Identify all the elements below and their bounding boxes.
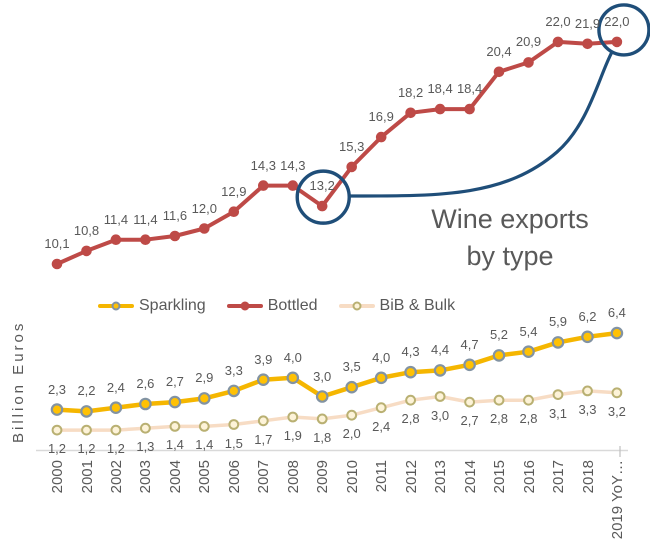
bib-bulk-point-2003 [140, 422, 151, 434]
bib-bulk-point-2014 [464, 396, 476, 408]
bib-bulk-point-2007 [257, 415, 269, 427]
sparkling-point-2015 [492, 349, 506, 362]
bib-bulk-point-2016 [523, 394, 534, 406]
bottled-point-2008 [287, 180, 299, 191]
sparkling-point-2014 [463, 358, 476, 372]
bib-bulk-point-2013 [434, 391, 446, 402]
bottled-point-2005 [199, 223, 210, 234]
bib-bulk-point-2001 [81, 424, 92, 436]
sparkling-point-2010 [345, 380, 358, 394]
bib-bulk-point-2012 [405, 394, 417, 406]
bottled-point-2002 [110, 234, 122, 245]
legend-label-bottled: Bottled [267, 297, 318, 314]
sparkling-point-2013 [433, 364, 447, 377]
bottled-line-swatch-icon [226, 301, 263, 311]
bib-bulk-line-swatch-icon [338, 301, 375, 311]
bottled-point-2012 [405, 107, 416, 119]
bib-bulk-point-2002 [110, 424, 122, 436]
sparkling-point-2004 [168, 395, 182, 409]
sparkling-point-2017 [551, 336, 565, 349]
bib-bulk-point-2011 [375, 402, 387, 414]
bottled-point-2016 [523, 57, 534, 68]
bib-bulk-point-2000 [51, 424, 63, 436]
sparkling-point-2009 [315, 390, 329, 403]
sparkling-point-2018 [581, 330, 594, 344]
sparkling-point-2003 [139, 397, 152, 411]
sparkling-point-2002 [109, 401, 123, 414]
bib-bulk-point-2005 [198, 421, 210, 432]
sparkling-point-2007 [256, 373, 270, 386]
chart-annotation-title-line1: Wine exports [431, 204, 589, 234]
bottled-point-2009 [316, 200, 328, 212]
bottled-point-2014 [464, 103, 475, 115]
bib-bulk-line [55, 389, 619, 432]
bib-bulk-point-2015 [493, 394, 505, 406]
sparkling-point-2008 [286, 371, 300, 385]
bib-bulk-marker-icon [352, 301, 362, 311]
sparkling-point-2012 [404, 365, 417, 379]
bottled-point-2000 [51, 258, 63, 270]
bottled-point-2010 [346, 161, 358, 173]
bib-bulk-point-2006 [228, 419, 240, 430]
sparkling-point-2006 [227, 384, 241, 398]
bib-bulk-point-2017 [552, 389, 564, 401]
bottled-point-2001 [81, 245, 92, 257]
sparkling-point-2005 [198, 392, 211, 405]
bottled-point-2007 [258, 180, 269, 191]
bottled-point-2006 [228, 206, 240, 217]
bottled-point-2018 [582, 38, 593, 50]
bib-bulk-point-2009 [316, 413, 328, 425]
chart-annotation-title: Wine exports by type [385, 201, 635, 275]
legend-label-sparkling: Sparkling [139, 297, 206, 314]
chart-annotation-title-line2: by type [466, 241, 554, 271]
sparkling-line-swatch-icon [98, 301, 134, 311]
sparkling-point-2011 [374, 371, 388, 385]
bib-bulk-point-2018 [582, 385, 593, 397]
bottled-point-2011 [375, 131, 387, 143]
bottled-point-2003 [140, 234, 151, 245]
bottled-point-2013 [434, 103, 446, 115]
bottled-point-2004 [169, 230, 181, 242]
sparkling-point-2001 [80, 405, 93, 418]
sparkling-point-2000 [50, 403, 64, 416]
highlight-circle-2019 [597, 3, 650, 57]
bib-bulk-point-2004 [169, 421, 181, 432]
legend-item-sparkling: Sparkling [98, 297, 206, 315]
legend-item-bib-bulk: BiB & Bulk [338, 297, 456, 315]
bottled-marker-icon [240, 301, 250, 311]
bottled-point-2019 YoY… [611, 36, 623, 48]
bib-bulk-point-2010 [346, 409, 358, 421]
highlight-circle-2009 [295, 169, 351, 225]
bib-bulk-point-2008 [287, 411, 299, 423]
annotation-connector-curve [348, 50, 614, 198]
sparkling-point-2019 YoY… [610, 326, 624, 340]
bottled-point-2015 [493, 66, 505, 78]
legend-item-bottled: Bottled [226, 297, 318, 315]
sparkling-marker-icon [111, 301, 121, 311]
bib-bulk-point-2019 YoY… [611, 387, 623, 399]
chart-legend: Sparkling Bottled BiB & Bulk [98, 297, 455, 315]
legend-label-bib-bulk: BiB & Bulk [379, 297, 456, 314]
sparkling-point-2016 [522, 345, 535, 358]
y-axis-title: Billion Euros [10, 320, 27, 443]
bottled-point-2017 [552, 36, 564, 48]
